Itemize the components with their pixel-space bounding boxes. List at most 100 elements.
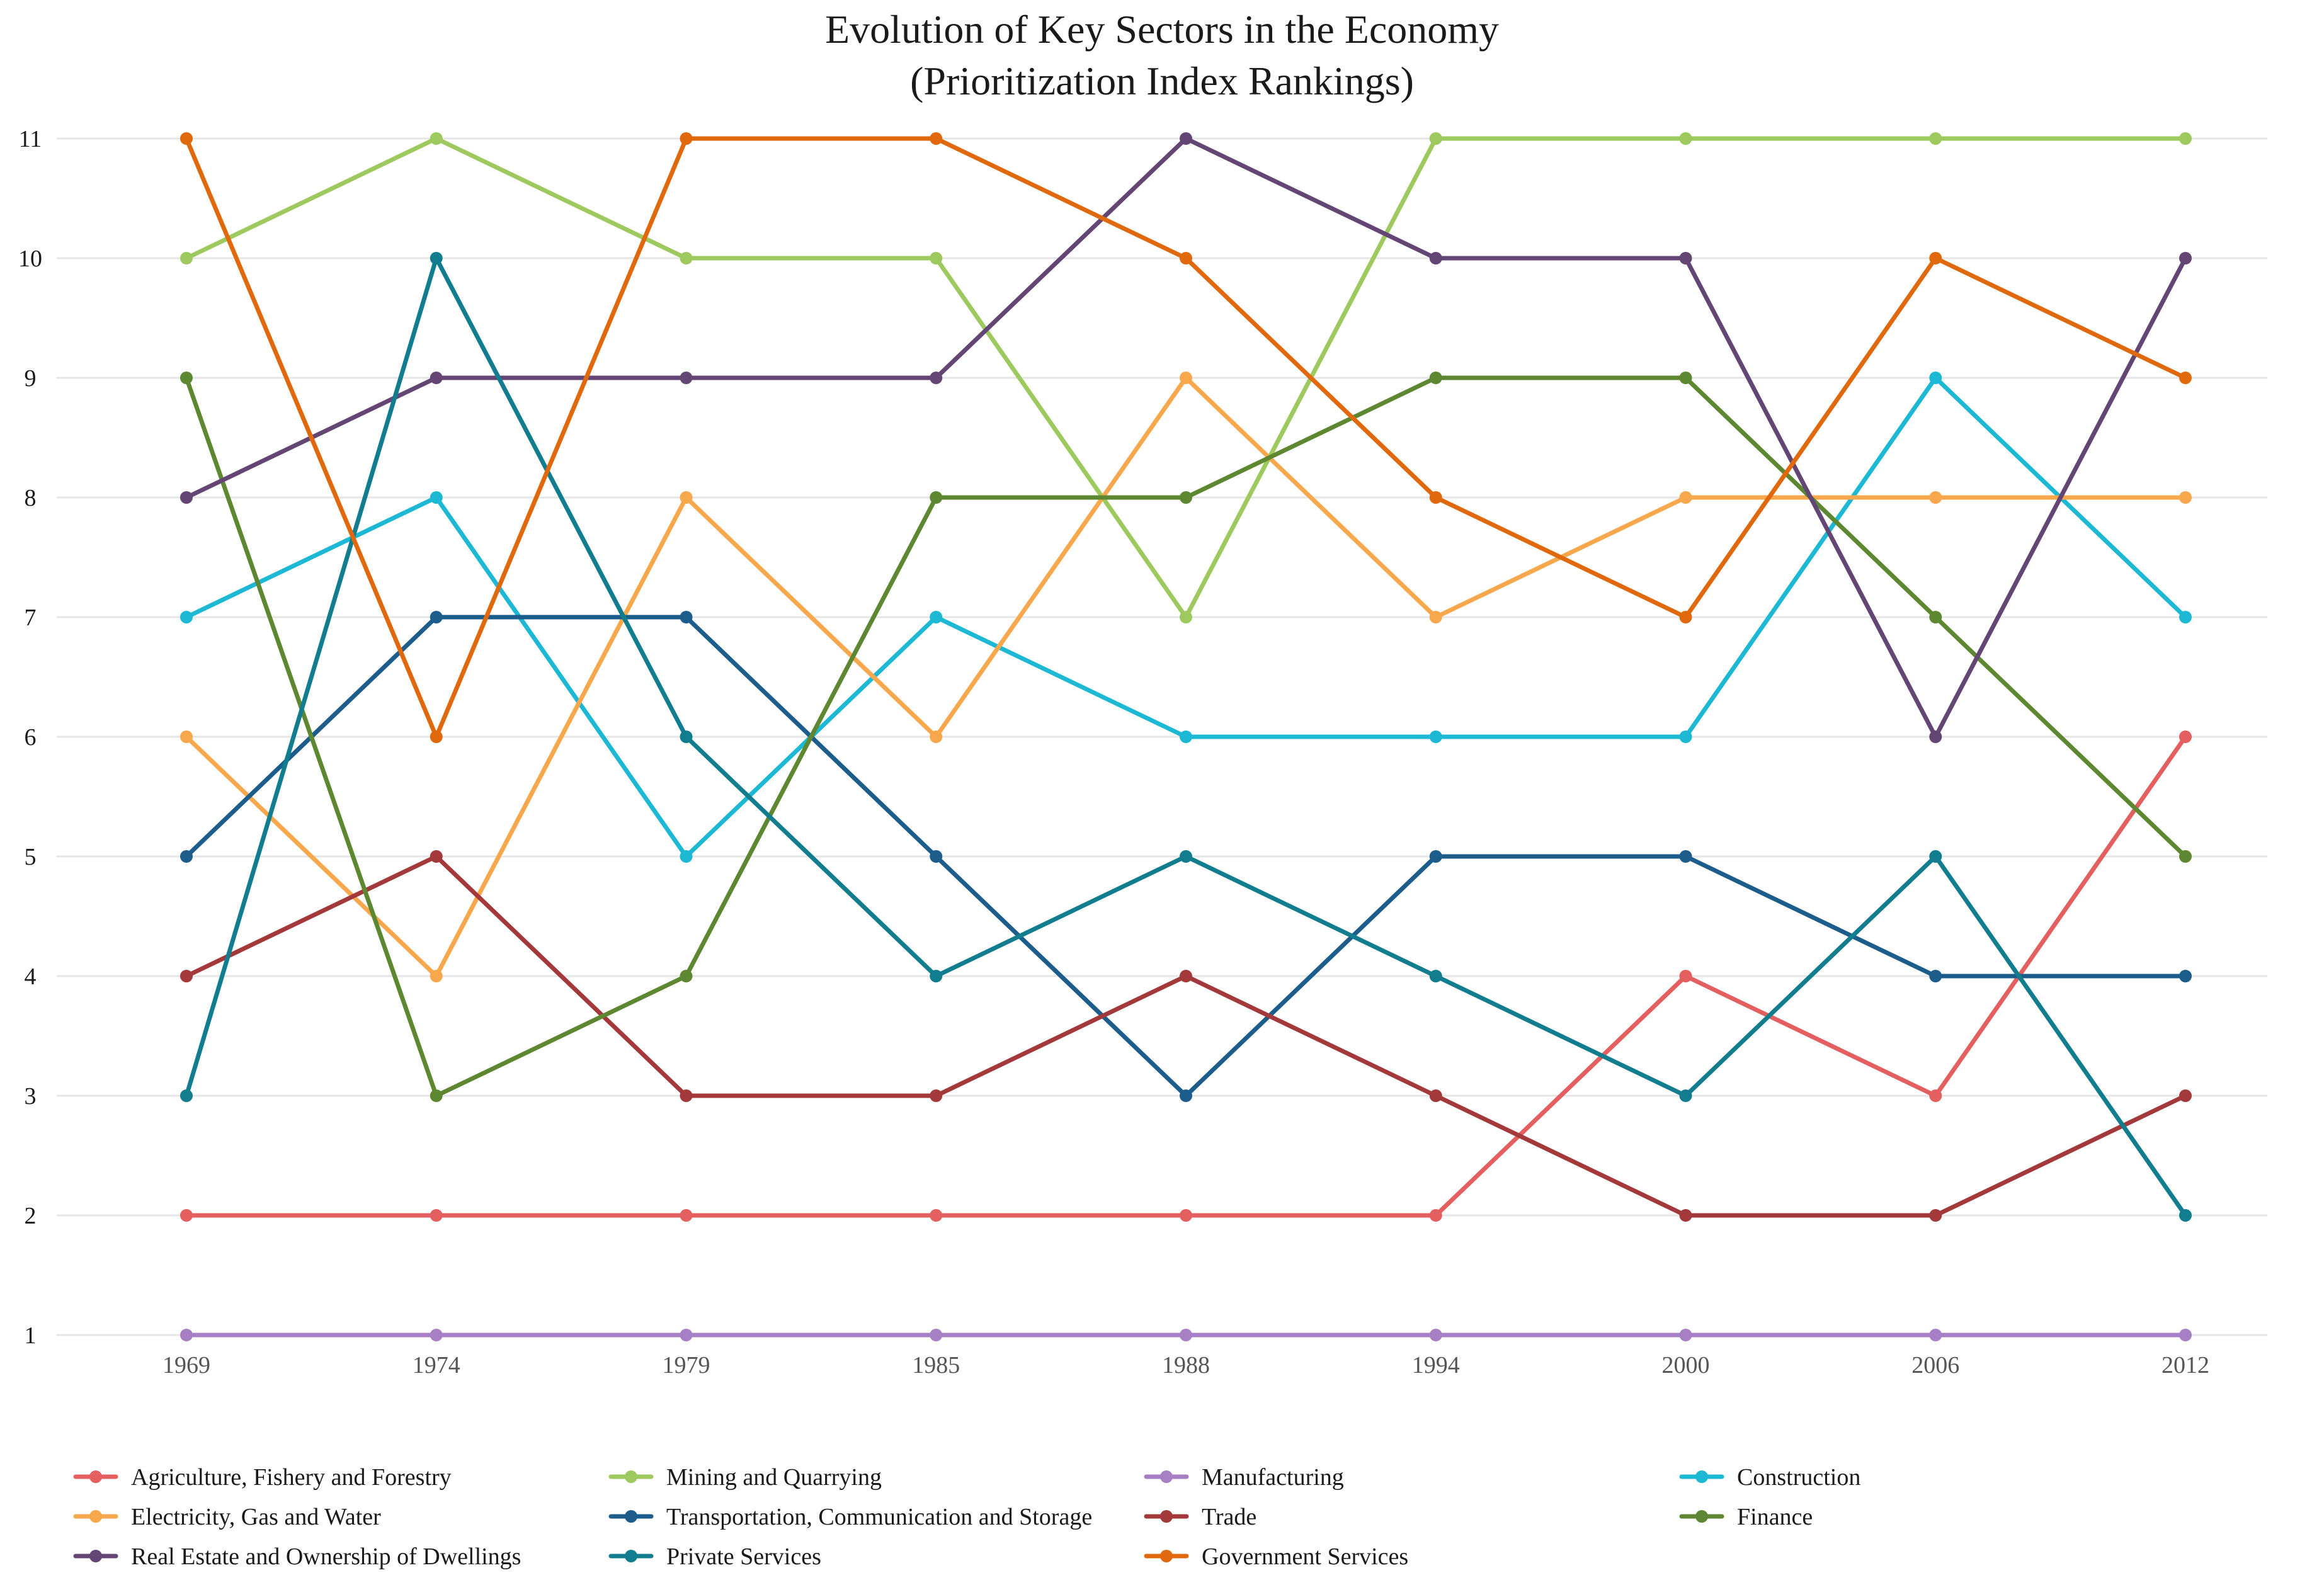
data-point — [1929, 1329, 1942, 1341]
data-point — [1929, 611, 1942, 623]
legend-label: Government Services — [1202, 1543, 1408, 1570]
x-tick-label: 1969 — [162, 1352, 210, 1378]
legend-label: Real Estate and Ownership of Dwellings — [131, 1543, 521, 1570]
y-tick-label: 3 — [25, 1083, 37, 1110]
legend-swatch-dot — [625, 1510, 637, 1523]
data-point — [430, 850, 443, 863]
legend-item: Real Estate and Ownership of Dwellings — [73, 1543, 521, 1570]
data-point — [2179, 730, 2192, 743]
legend-item: Finance — [1679, 1504, 1813, 1530]
data-point — [680, 252, 693, 264]
legend-item: Manufacturing — [1144, 1464, 1344, 1491]
legend-label: Mining and Quarrying — [666, 1464, 882, 1491]
y-tick-label: 11 — [19, 126, 42, 152]
data-point — [430, 1089, 443, 1102]
chart-subtitle: (Prioritization Index Rankings) — [910, 59, 1414, 103]
data-point — [930, 132, 943, 145]
y-tick-label: 9 — [25, 365, 37, 392]
legend-label: Electricity, Gas and Water — [131, 1504, 381, 1530]
legend-swatch-dot — [89, 1550, 102, 1562]
data-point — [430, 132, 443, 145]
data-point — [1180, 1089, 1192, 1102]
legend-item: Agriculture, Fishery and Forestry — [73, 1464, 452, 1491]
legend-label: Trade — [1202, 1504, 1256, 1530]
data-point — [430, 611, 443, 623]
data-point — [430, 970, 443, 982]
data-point — [680, 611, 693, 623]
data-point — [180, 1209, 193, 1222]
x-axis-ticks: 1969 1974 1979 1985 1988 1994 2000 2006 2012 — [162, 1352, 2209, 1378]
data-point — [1929, 491, 1942, 504]
data-point — [930, 1089, 943, 1102]
data-point — [1679, 970, 1692, 982]
series-9 — [180, 252, 2192, 1222]
legend-item: Mining and Quarrying — [608, 1464, 882, 1491]
series-6 — [180, 850, 2192, 1222]
data-point — [1679, 132, 1692, 145]
data-point — [1929, 372, 1942, 384]
data-point — [1180, 730, 1192, 743]
data-point — [180, 850, 193, 863]
data-point — [2179, 1209, 2192, 1222]
legend-item: Construction — [1679, 1464, 1860, 1491]
series-7 — [180, 372, 2192, 1102]
data-point — [680, 1329, 693, 1341]
legend-swatch-dot — [1695, 1510, 1708, 1523]
data-point — [1429, 1209, 1442, 1222]
data-point — [1429, 611, 1442, 623]
chart-title: Evolution of Key Sectors in the Economy — [825, 7, 1499, 52]
series-8 — [180, 132, 2192, 743]
data-point — [1929, 850, 1942, 863]
data-point — [930, 850, 943, 863]
data-point — [430, 491, 443, 504]
data-point — [180, 1329, 193, 1341]
data-point — [680, 970, 693, 982]
data-point — [1929, 970, 1942, 982]
data-point — [930, 611, 943, 623]
data-point — [180, 730, 193, 743]
data-point — [1929, 1209, 1942, 1222]
y-tick-label: 6 — [25, 724, 37, 751]
data-point — [430, 1209, 443, 1222]
data-point — [1429, 372, 1442, 384]
series-line — [184, 136, 2188, 739]
series-1 — [180, 132, 2192, 623]
data-point — [680, 850, 693, 863]
data-point — [680, 1209, 693, 1222]
series-10 — [180, 132, 2192, 743]
data-point — [1679, 730, 1692, 743]
y-tick-label: 8 — [25, 485, 37, 511]
data-point — [680, 491, 693, 504]
y-tick-label: 1 — [25, 1322, 37, 1349]
legend-item: Transportation, Communication and Storag… — [608, 1504, 1092, 1530]
data-point — [930, 1329, 943, 1341]
y-tick-label: 4 — [25, 963, 37, 990]
data-point — [2179, 1329, 2192, 1341]
series-line — [184, 854, 2188, 1218]
x-tick-label: 1994 — [1412, 1352, 1460, 1378]
legend-swatch-dot — [1695, 1470, 1708, 1483]
data-point — [2179, 252, 2192, 264]
legend-label: Private Services — [666, 1543, 821, 1570]
y-tick-label: 10 — [18, 246, 42, 272]
data-point — [680, 372, 693, 384]
legend-swatch-dot — [1160, 1510, 1173, 1523]
data-point — [680, 1089, 693, 1102]
data-point — [1929, 730, 1942, 743]
data-point — [2179, 1089, 2192, 1102]
legend-label: Construction — [1737, 1464, 1860, 1491]
data-point — [180, 372, 193, 384]
y-tick-label: 7 — [25, 605, 37, 631]
data-point — [2179, 970, 2192, 982]
data-point — [1180, 491, 1192, 504]
legend: Agriculture, Fishery and Forestry Mining … — [73, 1464, 1860, 1570]
legend-item: Trade — [1144, 1504, 1256, 1530]
data-point — [2179, 372, 2192, 384]
data-point — [1180, 372, 1192, 384]
x-tick-label: 1974 — [413, 1352, 460, 1378]
data-point — [2179, 132, 2192, 145]
data-point — [1679, 252, 1692, 264]
legend-swatch-dot — [89, 1470, 102, 1483]
data-point — [1180, 970, 1192, 982]
